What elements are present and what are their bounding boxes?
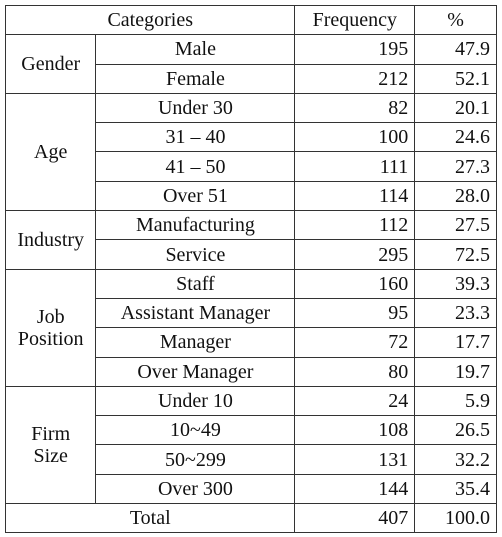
frequency: 111 <box>294 151 416 182</box>
category: Over Manager <box>95 356 296 387</box>
percent: 17.7 <box>414 327 497 358</box>
frequency: 195 <box>294 34 416 65</box>
frequency-table: Categories Frequency% Gender Male 195 47.9 Fem… <box>4 4 497 534</box>
table-row: Gender Male 195 47.9 <box>4 34 497 94</box>
category: Male <box>95 34 296 65</box>
table-row: Manager 72 17.7 <box>6 327 497 358</box>
table-row: Industry Manufacturing 112 27.5 <box>4 210 497 270</box>
percent: 23.3 <box>414 297 497 329</box>
table-row: Over Manager 80 19.7 <box>6 356 497 387</box>
table-row: Assistant Manager 95 23.3 <box>6 297 497 329</box>
frequency: 160 <box>294 268 416 299</box>
percent: 72.5 <box>414 239 497 270</box>
group-label: Industry <box>4 210 97 270</box>
percent: 20.1 <box>414 92 497 124</box>
percent: 32.2 <box>414 444 497 475</box>
percent: 28.0 <box>414 180 497 212</box>
group-label: Age <box>4 92 97 212</box>
percent: 19.7 <box>414 356 497 387</box>
table-row: Firm Size Under 10 24 5.9 <box>4 385 497 505</box>
table-row: Categories Frequency% <box>4 4 497 36</box>
table-row: Age Under 30 82 20.1 <box>4 92 497 212</box>
percent: 27.5 <box>414 210 497 241</box>
frequency: 82 <box>294 92 416 124</box>
percent: 27.3 <box>414 151 497 182</box>
percent: 5.9 <box>414 385 497 417</box>
category: Over 51 <box>95 180 296 212</box>
category: Manufacturing <box>95 210 296 241</box>
frequency: 295 <box>294 239 416 270</box>
table-row: 31 – 40 100 24.6 <box>6 122 497 153</box>
total-frequency: 407 <box>294 503 416 534</box>
category: Assistant Manager <box>95 297 296 329</box>
percent: 39.3 <box>414 268 497 299</box>
table-row: Total 407 100.0 <box>4 503 497 534</box>
frequency: 80 <box>294 356 416 387</box>
group-label: Gender <box>4 34 97 94</box>
frequency: 108 <box>294 415 416 446</box>
table-row: Female 212 52.1 <box>6 63 497 94</box>
table-row: 10~49 108 26.5 <box>6 415 497 446</box>
category: Under 30 <box>95 92 296 124</box>
category: Manager <box>95 327 296 358</box>
table-row: 41 – 50 111 27.3 <box>6 151 497 182</box>
category: Staff <box>95 268 296 299</box>
category: 50~299 <box>95 444 296 475</box>
table-row: Service 295 72.5 <box>6 239 497 270</box>
percent: 35.4 <box>414 473 497 505</box>
frequency: 144 <box>294 473 416 505</box>
category: 10~49 <box>95 415 296 446</box>
group-label: Firm Size <box>4 385 97 505</box>
table-row: Job Position Staff 160 39.3 <box>4 268 497 387</box>
total-percent: 100.0 <box>414 503 497 534</box>
header-cell: Categories <box>4 4 296 36</box>
category: Female <box>95 63 296 94</box>
category: 41 – 50 <box>95 151 296 182</box>
category: Under 10 <box>95 385 296 417</box>
frequency: 114 <box>294 180 416 212</box>
frequency: 112 <box>294 210 416 241</box>
table-row: 50~299 131 32.2 <box>6 444 497 475</box>
percent: 52.1 <box>414 63 497 94</box>
frequency: 24 <box>294 385 416 417</box>
frequency: 95 <box>294 297 416 329</box>
category: Over 300 <box>95 473 296 505</box>
group-label: Job Position <box>4 268 97 387</box>
table-row: Over 300 144 35.4 <box>6 473 497 505</box>
frequency: 131 <box>294 444 416 475</box>
total-label: Total <box>4 503 296 534</box>
category: Service <box>95 239 296 270</box>
frequency: 212 <box>294 63 416 94</box>
percent: 24.6 <box>414 122 497 153</box>
frequency: 72 <box>294 327 416 358</box>
header-cell: Frequency <box>294 4 416 36</box>
category: 31 – 40 <box>95 122 296 153</box>
frequency: 100 <box>294 122 416 153</box>
percent: 47.9 <box>414 34 497 65</box>
percent: 26.5 <box>414 415 497 446</box>
header-cell: % <box>414 4 497 36</box>
table-row: Over 51 114 28.0 <box>6 180 497 212</box>
